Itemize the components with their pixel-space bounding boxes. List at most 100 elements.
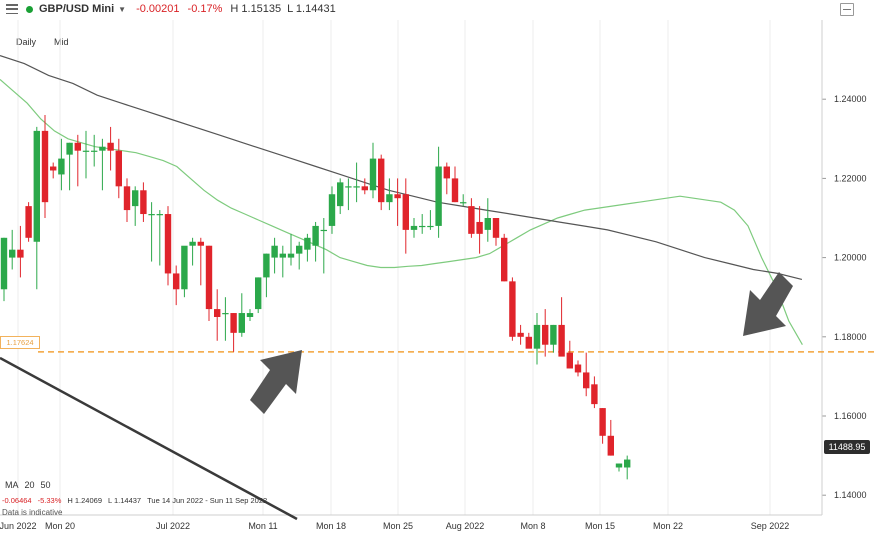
- candle-body: [271, 245, 278, 258]
- ma-20-line: [0, 78, 803, 345]
- data-indicative-note: Data is indicative: [2, 508, 63, 517]
- annotation-arrow-up: [250, 350, 302, 414]
- candle-body: [468, 206, 475, 234]
- candle-body: [246, 313, 254, 317]
- ohlc-summary: -0.06464 -5.33% H 1.24069 L 1.14437 Tue …: [2, 496, 267, 505]
- candle-body: [238, 313, 245, 333]
- candle-body: [476, 221, 483, 234]
- ma-label[interactable]: MA: [5, 480, 19, 490]
- session-high: H 1.15135: [230, 3, 282, 15]
- candle-body: [615, 463, 623, 468]
- candle-body: [148, 214, 155, 216]
- candle-body: [189, 241, 196, 246]
- candle-body: [99, 146, 106, 151]
- candle-body: [255, 277, 262, 310]
- candle-body: [460, 202, 467, 204]
- price-type-label[interactable]: Mid: [54, 37, 69, 47]
- range-change-percent: -5.33%: [37, 496, 62, 505]
- candle-body: [443, 166, 450, 179]
- candle-body: [542, 324, 549, 345]
- candle-body: [164, 214, 172, 274]
- interval-label[interactable]: Daily: [16, 37, 37, 47]
- x-tick-label: Jun 2022: [0, 521, 37, 531]
- candle-body: [435, 166, 442, 226]
- candle-body: [197, 241, 204, 246]
- current-price-tag: 11488.95: [824, 440, 870, 454]
- candle-body: [66, 142, 73, 155]
- candle-body: [9, 249, 16, 258]
- y-tick-label: 1.18000: [834, 332, 867, 342]
- candle-body: [451, 178, 459, 203]
- range-low: L 1.14437: [108, 496, 142, 505]
- candle-body: [156, 214, 163, 216]
- candle-body: [566, 352, 573, 369]
- candle-body: [214, 309, 221, 317]
- x-tick-label: Mon 15: [585, 521, 615, 531]
- menu-icon[interactable]: [6, 4, 18, 14]
- candle-body: [74, 142, 81, 151]
- candle-body: [230, 313, 237, 333]
- candle-body: [558, 324, 565, 357]
- candle-body: [320, 229, 327, 232]
- chevron-down-icon[interactable]: ▼: [118, 4, 127, 14]
- candle-body: [484, 218, 491, 230]
- session-low: L 1.14431: [287, 3, 336, 15]
- candle-body: [402, 194, 409, 230]
- candle-body: [58, 158, 65, 175]
- candle-body: [181, 245, 188, 290]
- ma-legend: MA 20 50: [5, 480, 51, 490]
- candle-body: [492, 218, 500, 238]
- candle-body: [205, 245, 213, 310]
- ma-50-line: [0, 55, 803, 280]
- candle-body: [394, 194, 401, 199]
- x-tick-label: Jul 2022: [156, 521, 190, 531]
- x-tick-label: Mon 25: [383, 521, 413, 531]
- minimize-icon[interactable]: [840, 3, 854, 16]
- candle-body: [624, 459, 631, 468]
- candle-body: [550, 324, 557, 345]
- x-tick-label: Mon 8: [520, 521, 545, 531]
- candle-body: [123, 186, 131, 211]
- candle-body: [419, 225, 426, 228]
- market-open-icon: [26, 5, 33, 13]
- x-tick-label: Mon 20: [45, 521, 75, 531]
- y-tick-label: 1.24000: [834, 94, 867, 104]
- x-tick-label: Aug 2022: [446, 521, 485, 531]
- candle-body: [517, 332, 524, 337]
- x-tick-label: Mon 18: [316, 521, 346, 531]
- candle-body: [509, 281, 516, 337]
- candle-body: [533, 324, 541, 349]
- candle-body: [25, 206, 32, 238]
- trendline: [0, 356, 298, 521]
- ma-long-period[interactable]: 50: [40, 480, 51, 490]
- candle-body: [132, 190, 139, 207]
- x-tick-label: Mon 11: [248, 521, 277, 531]
- price-change: -0.00201: [136, 3, 180, 15]
- support-level-tag: 1.17624: [0, 336, 40, 349]
- candle-body: [17, 249, 24, 258]
- candle-body: [140, 190, 147, 215]
- candle-body: [173, 273, 180, 290]
- candle-body: [279, 253, 286, 258]
- chart-header: GBP/USD Mini ▼ -0.00201 -0.17% H 1.15135…: [0, 0, 875, 18]
- instrument-name[interactable]: GBP/USD Mini: [39, 3, 115, 15]
- x-tick-label: Sep 2022: [751, 521, 790, 531]
- range-high: H 1.24069: [67, 496, 102, 505]
- price-change-percent: -0.17%: [187, 3, 223, 15]
- candle-body: [378, 158, 385, 203]
- candle-body: [222, 313, 229, 315]
- candle-body: [263, 253, 270, 278]
- candle-body: [337, 182, 344, 207]
- candle-body: [41, 130, 49, 203]
- range-change: -0.06464: [2, 496, 32, 505]
- candle-body: [0, 237, 8, 290]
- ma-short-period[interactable]: 20: [24, 480, 35, 490]
- candle-body: [91, 150, 98, 152]
- y-tick-label: 1.14000: [834, 490, 867, 500]
- candle-body: [328, 194, 336, 226]
- y-tick-label: 1.20000: [834, 253, 867, 263]
- x-tick-label: Mon 22: [653, 521, 683, 531]
- candle-body: [386, 194, 393, 203]
- candle-body: [50, 166, 57, 171]
